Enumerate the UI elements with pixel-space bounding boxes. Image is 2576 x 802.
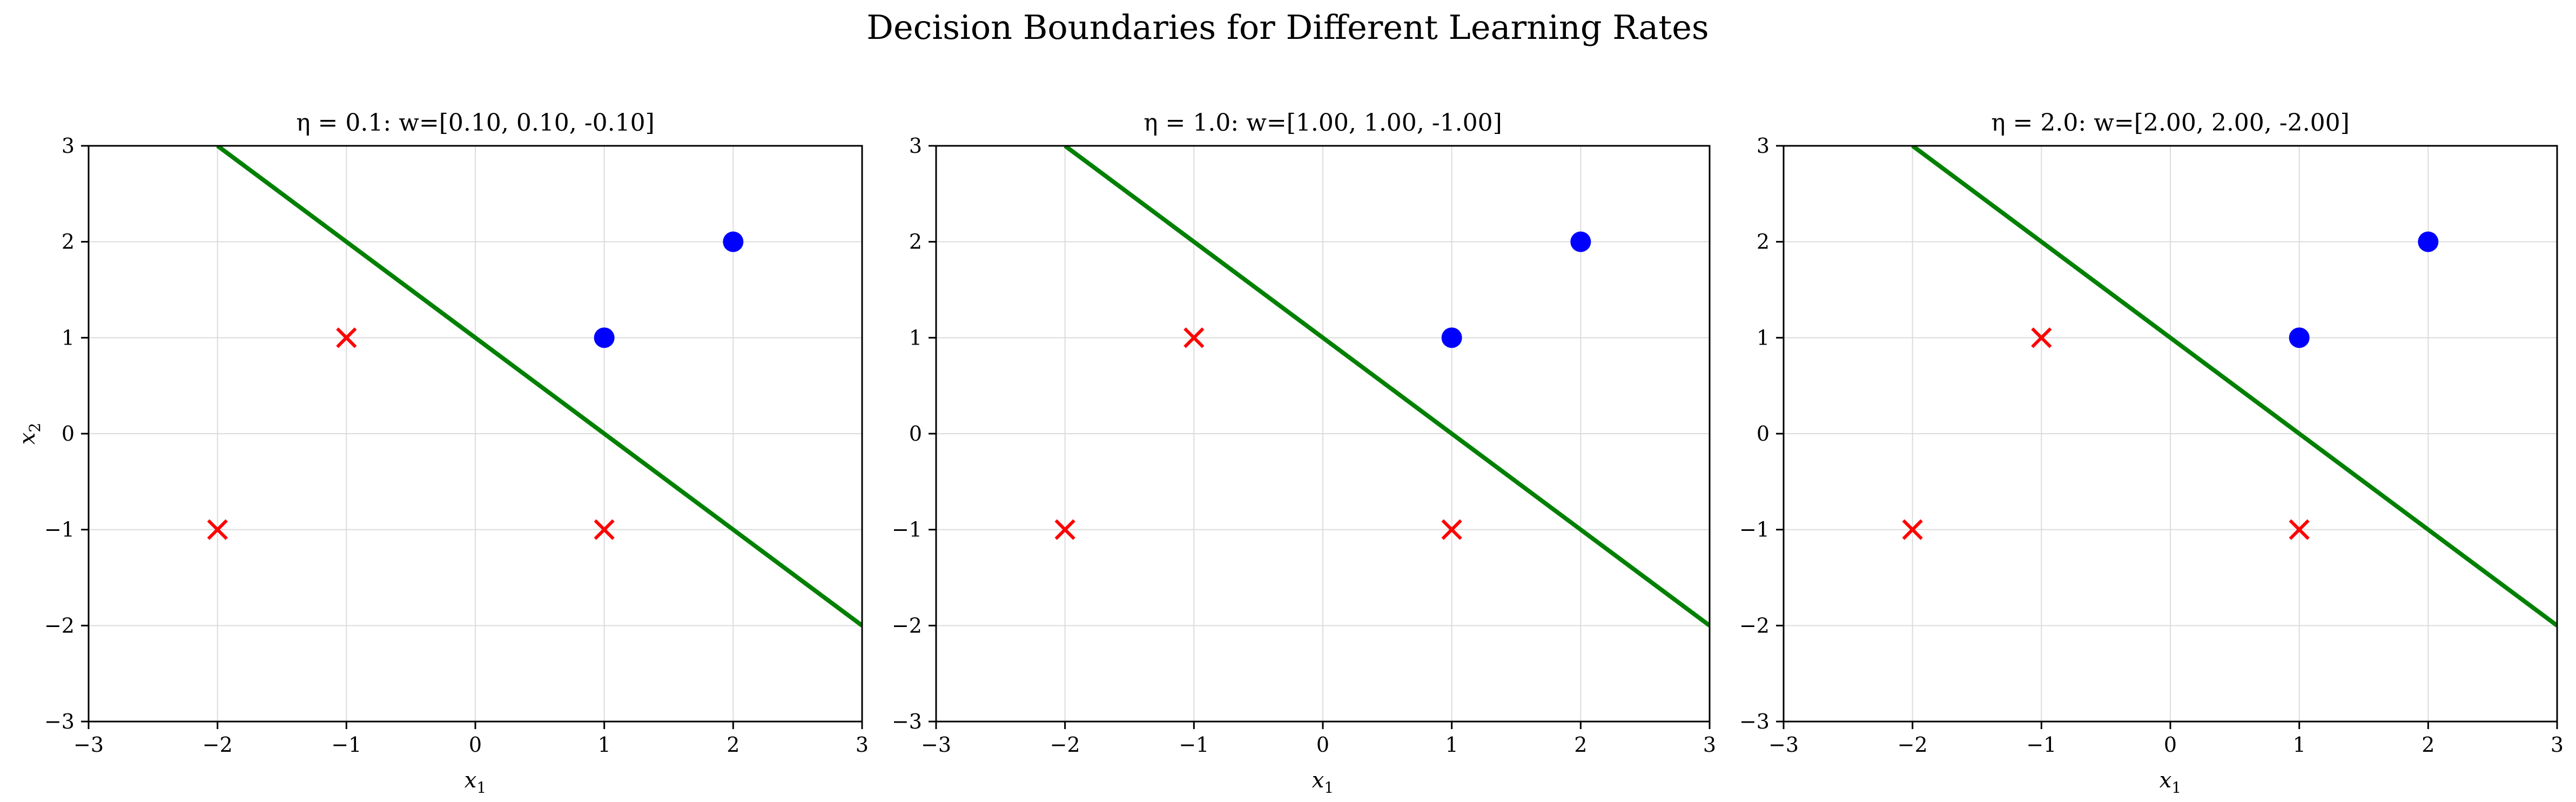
x-tick-label: −1	[1179, 733, 1209, 757]
y-tick-label: −2	[892, 614, 922, 637]
y-tick-label: 1	[62, 326, 75, 349]
x-tick-label: 2	[2422, 733, 2434, 757]
x-tick-label: −2	[203, 733, 233, 757]
negative-class-point	[1441, 519, 1462, 540]
x-axis-label: x1	[465, 768, 486, 797]
decision-boundary-line	[1911, 146, 2557, 628]
positive-class-point	[2289, 327, 2310, 348]
y-tick-label: −3	[892, 710, 922, 733]
y-tick-label: 1	[1757, 326, 1770, 349]
x-tick-label: −1	[331, 733, 361, 757]
x-tick-label: 2	[1574, 733, 1587, 757]
x-tick-label: −3	[921, 733, 951, 757]
x-tick-label: 1	[2293, 733, 2306, 757]
positive-class-point	[1570, 231, 1591, 252]
subplot-title: η = 1.0: w=[1.00, 1.00, -1.00]	[1144, 109, 1502, 137]
x-tick-label: 2	[727, 733, 739, 757]
negative-class-point	[2289, 519, 2310, 540]
subplot-title: η = 0.1: w=[0.10, 0.10, -0.10]	[296, 109, 655, 137]
x-tick-label: 1	[598, 733, 611, 757]
y-tick-label: −1	[44, 518, 75, 542]
y-tick-label: −1	[1739, 518, 1770, 542]
negative-class-point	[207, 519, 228, 540]
y-axis-label: x2	[15, 423, 44, 444]
x-tick-label: 0	[1316, 733, 1329, 757]
x-tick-label: 3	[2551, 733, 2564, 757]
y-tick-label: 1	[909, 326, 922, 349]
negative-class-point	[594, 519, 615, 540]
y-tick-label: −1	[892, 518, 922, 542]
y-tick-label: 2	[909, 230, 922, 254]
y-tick-label: 0	[62, 422, 75, 446]
y-tick-label: 0	[909, 422, 922, 446]
negative-class-point	[1902, 519, 1923, 540]
negative-class-point	[2031, 327, 2052, 348]
y-tick-label: 3	[62, 134, 75, 158]
y-tick-label: 3	[909, 134, 922, 158]
positive-class-point	[1441, 327, 1462, 348]
x-tick-label: −2	[1050, 733, 1080, 757]
negative-class-point	[336, 327, 357, 348]
positive-class-point	[594, 327, 615, 348]
x-tick-label: 0	[469, 733, 482, 757]
subplot-1: −3 −2 −1 0 1 2 3 −3 −2 −1 0 1 2 3 η = 0.1: w=[0.10, 0.…	[15, 109, 869, 797]
negative-class-point	[1183, 327, 1205, 348]
x-axis-label: x1	[1312, 768, 1334, 797]
x-tick-label: −1	[2026, 733, 2056, 757]
x-tick-label: 3	[856, 733, 869, 757]
positive-class-point	[2418, 231, 2439, 252]
x-tick-label: −3	[1768, 733, 1799, 757]
x-tick-label: −2	[1898, 733, 1928, 757]
y-tick-label: −3	[1739, 710, 1770, 733]
y-tick-label: 2	[62, 230, 75, 254]
y-tick-label: −3	[44, 710, 75, 733]
subplot-panels: −3 −2 −1 0 1 2 3 −3 −2 −1 0 1 2 3 η = 0.1: w=[0.10, 0.…	[15, 109, 2564, 797]
decision-boundary-line	[1064, 146, 1710, 628]
y-tick-label: 2	[1757, 230, 1770, 254]
y-tick-label: −2	[1739, 614, 1770, 637]
subplot-3: −3 −2 −1 0 1 2 3 −3 −2 −1 0 1 2 3 η = 2.0: w=[2.00, 2.…	[1739, 109, 2564, 797]
x-tick-label: 0	[2164, 733, 2177, 757]
y-tick-label: 3	[1757, 134, 1770, 158]
negative-class-point	[1054, 519, 1075, 540]
subplot-2: −3 −2 −1 0 1 2 3 −3 −2 −1 0 1 2 3 η = 1.0: w=[1.00, 1.…	[892, 109, 1716, 797]
y-tick-label: 0	[1757, 422, 1770, 446]
x-tick-label: −3	[73, 733, 104, 757]
x-axis-label: x1	[2160, 768, 2181, 797]
x-tick-label: 1	[1445, 733, 1458, 757]
positive-class-point	[723, 231, 744, 252]
figure-title: Decision Boundaries for Different Learni…	[866, 8, 1709, 47]
y-tick-label: −2	[44, 614, 75, 637]
x-tick-label: 3	[1703, 733, 1716, 757]
subplot-title: η = 2.0: w=[2.00, 2.00, -2.00]	[1991, 109, 2350, 137]
decision-boundary-line	[216, 146, 862, 628]
